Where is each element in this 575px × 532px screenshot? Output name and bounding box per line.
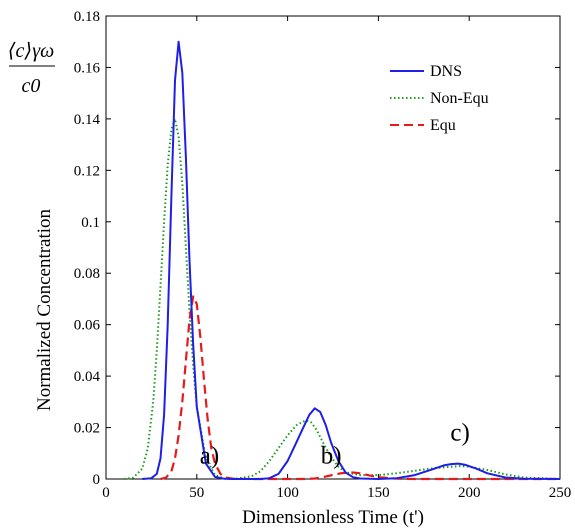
y-tick-label: 0.02: [74, 421, 100, 437]
y-tick-label: 0.18: [74, 9, 100, 25]
y-tick-label: 0: [93, 472, 101, 488]
y-tick-label: 0.12: [74, 163, 100, 179]
y-axis-fraction-label: ⟨c⟩γω c0: [8, 40, 55, 97]
x-tick-label: 100: [276, 485, 299, 501]
peak-annotation: c): [450, 419, 469, 446]
legend: DNS Non-Equ Equ: [390, 63, 489, 134]
y-axis: 0 0.02 0.04 0.06 0.08 0.1 0.12 0.14 0.16 0.18: [74, 9, 560, 488]
peak-annotation: b): [321, 443, 342, 470]
x-tick-label: 250: [549, 485, 572, 501]
series-layer: [124, 40, 561, 481]
y-tick-label: 0.06: [74, 318, 101, 334]
x-tick-label: 200: [458, 485, 481, 501]
legend-label: Equ: [430, 117, 456, 134]
x-tick-label: 150: [367, 485, 390, 501]
annotation-layer: a) b) c): [200, 419, 470, 469]
y-tick-label: 0.14: [74, 112, 101, 128]
y-axis-title: Normalized Concentration: [34, 208, 55, 411]
x-tick-label: 50: [189, 485, 204, 501]
y-fraction-numerator: ⟨c⟩γω: [8, 40, 54, 62]
legend-label: Non-Equ: [430, 90, 489, 107]
y-tick-label: 0.04: [74, 369, 101, 385]
series-line-equ: [160, 295, 560, 481]
y-tick-label: 0.1: [81, 215, 100, 231]
y-fraction-denominator: c0: [22, 75, 41, 97]
legend-label: DNS: [430, 63, 462, 80]
y-tick-label: 0.08: [74, 266, 100, 282]
y-tick-label: 0.16: [74, 60, 101, 76]
plot-frame: [105, 15, 561, 480]
series-line-dns: [142, 40, 561, 480]
series-line-non-equ: [124, 117, 561, 480]
peak-annotation: a): [200, 443, 219, 470]
x-axis: 0 50 100 150 200 250: [102, 16, 571, 501]
x-tick-label: 0: [102, 485, 110, 501]
x-axis-title: Dimensionless Time (t'): [242, 507, 424, 528]
